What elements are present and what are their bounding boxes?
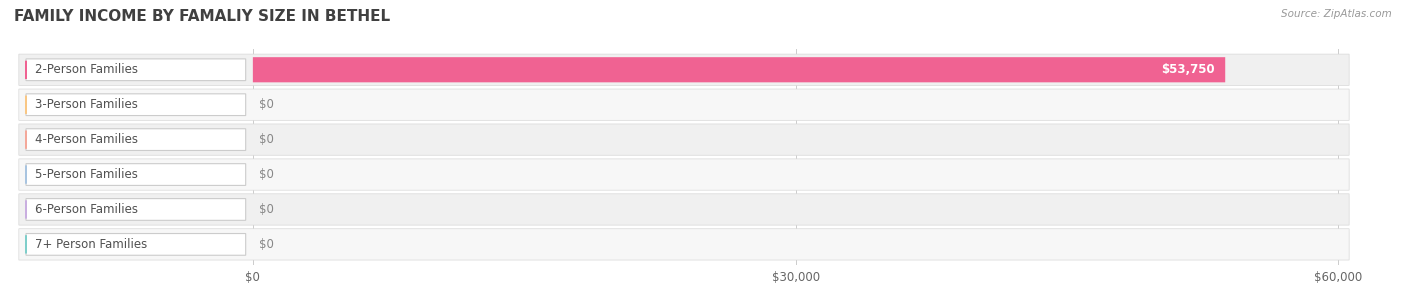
Text: $53,750: $53,750 bbox=[1161, 63, 1215, 76]
FancyBboxPatch shape bbox=[18, 194, 1350, 225]
Text: 4-Person Families: 4-Person Families bbox=[35, 133, 138, 146]
Text: $0: $0 bbox=[259, 238, 274, 251]
Text: 6-Person Families: 6-Person Families bbox=[35, 203, 138, 216]
FancyBboxPatch shape bbox=[25, 199, 246, 220]
FancyBboxPatch shape bbox=[18, 89, 1350, 120]
Text: $0: $0 bbox=[259, 98, 274, 111]
Text: $0: $0 bbox=[259, 133, 274, 146]
FancyBboxPatch shape bbox=[25, 59, 246, 81]
FancyBboxPatch shape bbox=[18, 229, 1350, 260]
Text: FAMILY INCOME BY FAMALIY SIZE IN BETHEL: FAMILY INCOME BY FAMALIY SIZE IN BETHEL bbox=[14, 9, 391, 24]
Text: 5-Person Families: 5-Person Families bbox=[35, 168, 138, 181]
Text: 7+ Person Families: 7+ Person Families bbox=[35, 238, 148, 251]
FancyBboxPatch shape bbox=[25, 234, 246, 255]
Text: $0: $0 bbox=[259, 203, 274, 216]
FancyBboxPatch shape bbox=[25, 164, 246, 185]
FancyBboxPatch shape bbox=[18, 159, 1350, 190]
Text: 2-Person Families: 2-Person Families bbox=[35, 63, 138, 76]
Text: 3-Person Families: 3-Person Families bbox=[35, 98, 138, 111]
FancyBboxPatch shape bbox=[18, 54, 1350, 85]
Text: Source: ZipAtlas.com: Source: ZipAtlas.com bbox=[1281, 9, 1392, 19]
Text: $0: $0 bbox=[259, 168, 274, 181]
FancyBboxPatch shape bbox=[18, 124, 1350, 155]
FancyBboxPatch shape bbox=[25, 94, 246, 116]
FancyBboxPatch shape bbox=[25, 129, 246, 150]
FancyBboxPatch shape bbox=[253, 57, 1225, 82]
